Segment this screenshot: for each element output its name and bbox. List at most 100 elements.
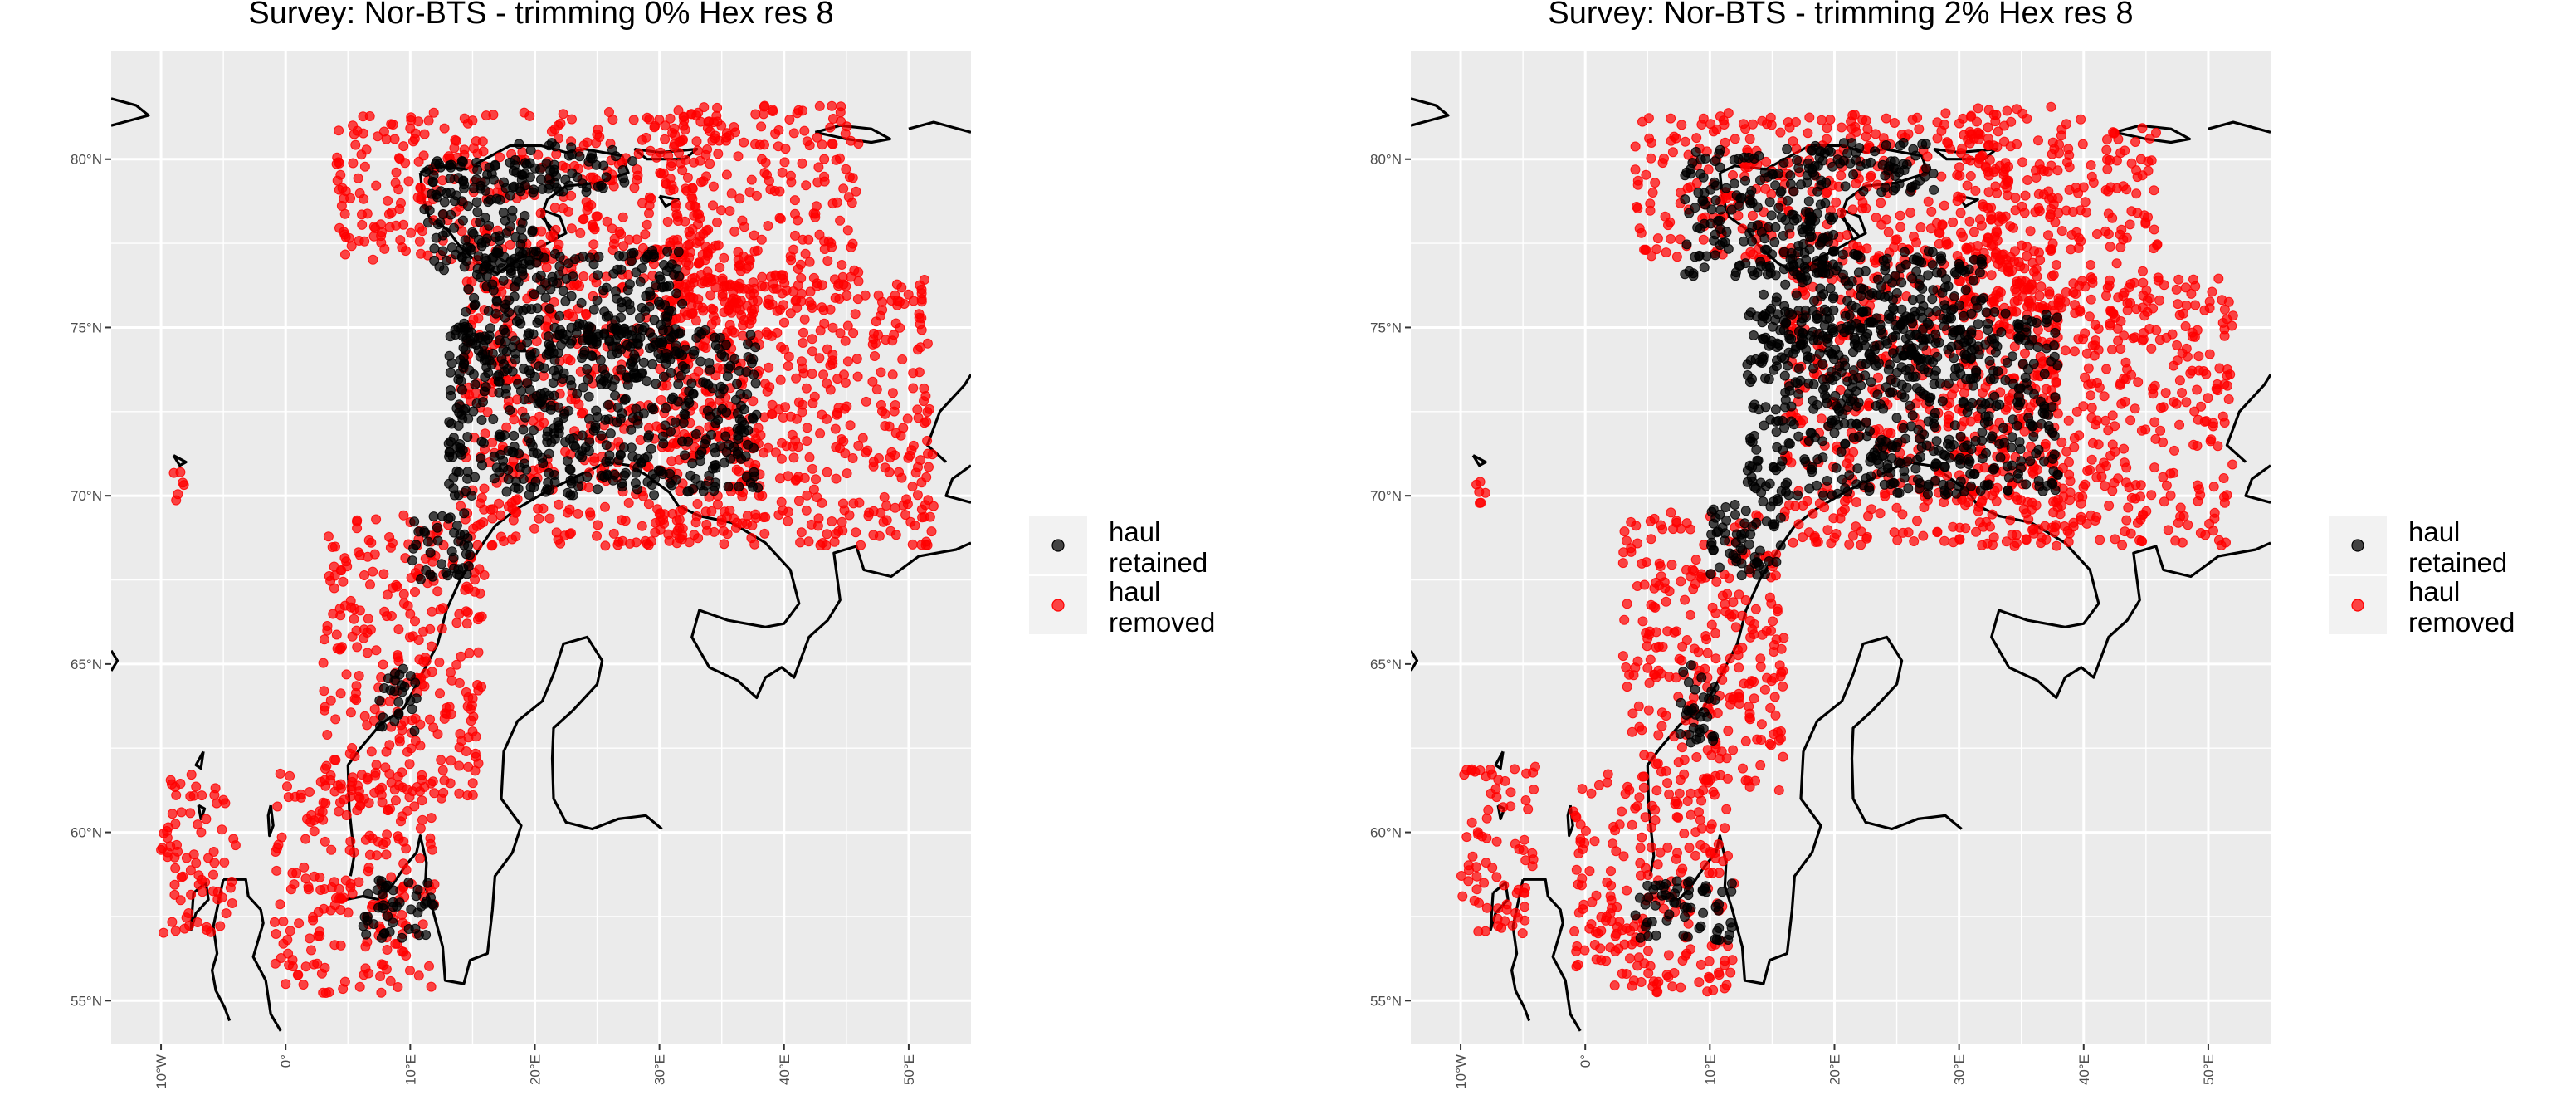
haul-removed-point (833, 374, 842, 384)
haul-removed-point (1645, 678, 1654, 687)
haul-removed-point (370, 550, 379, 559)
haul-removed-point (820, 154, 829, 164)
haul-retained-point (508, 206, 517, 215)
haul-removed-point (1707, 750, 1716, 760)
haul-removed-point (355, 606, 364, 615)
haul-removed-point (793, 216, 803, 225)
haul-removed-point (1830, 533, 1839, 542)
haul-removed-point (2219, 474, 2228, 483)
haul-retained-point (544, 332, 554, 341)
haul-removed-point (806, 287, 815, 296)
haul-retained-point (407, 556, 417, 565)
haul-removed-point (626, 539, 635, 548)
haul-removed-point (1667, 560, 1676, 570)
haul-removed-point (2154, 273, 2163, 282)
haul-removed-point (216, 922, 225, 931)
haul-removed-point (1611, 826, 1620, 835)
haul-removed-point (558, 161, 567, 170)
haul-retained-point (456, 376, 466, 385)
haul-removed-point (1620, 527, 1629, 536)
haul-removed-point (2162, 481, 2171, 490)
haul-removed-point (537, 227, 546, 236)
haul-removed-point (574, 400, 583, 409)
haul-removed-point (688, 309, 697, 318)
haul-removed-point (2138, 124, 2147, 133)
haul-removed-point (460, 145, 469, 154)
haul-retained-point (637, 264, 646, 273)
haul-removed-point (1647, 752, 1656, 761)
haul-removed-point (561, 447, 570, 457)
haul-removed-point (2037, 282, 2046, 291)
haul-removed-point (711, 241, 720, 250)
haul-retained-point (406, 672, 415, 681)
haul-removed-point (913, 405, 922, 414)
haul-retained-point (554, 365, 563, 374)
haul-removed-point (342, 670, 351, 679)
haul-removed-point (714, 149, 723, 159)
haul-retained-point (577, 298, 586, 307)
haul-removed-point (465, 648, 474, 658)
haul-removed-point (338, 183, 347, 193)
haul-retained-point (593, 182, 603, 191)
haul-removed-point (1618, 652, 1627, 661)
haul-removed-point (641, 230, 650, 239)
haul-removed-point (2141, 425, 2150, 434)
haul-removed-point (471, 389, 481, 398)
haul-removed-point (853, 372, 862, 381)
haul-retained-point (504, 475, 513, 484)
haul-retained-point (529, 426, 538, 435)
haul-removed-point (1637, 559, 1647, 568)
haul-removed-point (1637, 726, 1647, 735)
haul-retained-point (616, 451, 625, 460)
haul-removed-point (192, 858, 201, 868)
x-tick-label: 50°E (901, 1054, 917, 1085)
haul-removed-point (372, 646, 381, 655)
haul-removed-point (711, 316, 720, 325)
haul-removed-point (740, 222, 749, 232)
haul-removed-point (463, 791, 472, 800)
haul-retained-point (685, 387, 694, 396)
haul-removed-point (2076, 115, 2086, 124)
haul-removed-point (2124, 503, 2133, 512)
haul-removed-point (1744, 702, 1754, 711)
haul-removed-point (468, 694, 477, 703)
haul-removed-point (893, 296, 902, 306)
haul-removed-point (1652, 786, 1661, 795)
haul-removed-point (496, 532, 505, 541)
haul-removed-point (398, 911, 407, 920)
haul-removed-point (925, 462, 934, 472)
haul-retained-point (425, 206, 434, 215)
haul-removed-point (1749, 694, 1759, 703)
haul-removed-point (1677, 656, 1686, 665)
haul-removed-point (764, 295, 773, 304)
haul-removed-point (732, 523, 741, 532)
haul-retained-point (588, 352, 597, 361)
haul-removed-point (820, 237, 829, 246)
haul-retained-point (651, 379, 661, 389)
haul-removed-point (2150, 463, 2159, 472)
haul-removed-point (573, 509, 583, 518)
haul-retained-point (539, 364, 549, 373)
haul-removed-point (182, 913, 191, 922)
haul-removed-point (1676, 983, 1686, 992)
haul-removed-point (2175, 420, 2184, 429)
haul-removed-point (292, 868, 301, 878)
haul-removed-point (1681, 595, 1690, 604)
haul-retained-point (603, 400, 612, 409)
haul-retained-point (670, 330, 679, 339)
haul-removed-point (2108, 411, 2117, 420)
haul-retained-point (550, 477, 559, 486)
haul-removed-point (757, 122, 766, 131)
haul-retained-point (433, 523, 442, 532)
haul-removed-point (326, 576, 335, 585)
haul-retained-point (602, 173, 611, 182)
haul-removed-point (397, 817, 406, 826)
haul-removed-point (1767, 626, 1776, 635)
haul-retained-point (584, 322, 593, 331)
haul-retained-point (454, 491, 463, 500)
haul-removed-point (346, 879, 355, 888)
haul-retained-point (423, 537, 432, 546)
haul-removed-point (361, 964, 370, 973)
haul-retained-point (362, 930, 371, 939)
haul-retained-point (549, 429, 559, 438)
